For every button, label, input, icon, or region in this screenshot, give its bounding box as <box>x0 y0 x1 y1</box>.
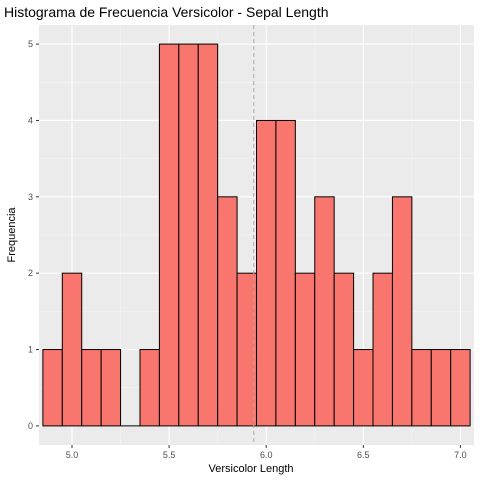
y-tick-label: 0 <box>28 421 33 431</box>
x-tick-label: 5.0 <box>66 450 79 460</box>
histogram-bar <box>314 196 335 427</box>
y-tick-label: 1 <box>28 345 33 355</box>
histogram-bar <box>430 349 452 427</box>
histogram-bar <box>217 196 238 427</box>
histogram-bar <box>372 272 393 427</box>
histogram-bar <box>256 119 277 427</box>
histogram-bar <box>178 43 199 427</box>
histogram-bar <box>158 43 180 427</box>
histogram-bar <box>61 272 83 427</box>
histogram-bar <box>353 349 374 427</box>
x-tick-label: 5.5 <box>163 450 176 460</box>
x-tick-label: 7.0 <box>454 450 467 460</box>
histogram-bars <box>42 43 471 427</box>
histogram-bar <box>139 349 160 427</box>
x-tick-label: 6.5 <box>357 450 370 460</box>
histogram-bar <box>294 272 316 427</box>
y-tick-label: 3 <box>28 192 33 202</box>
histogram-bar <box>450 349 471 427</box>
y-axis-title: Frequencia <box>6 207 18 263</box>
y-tick-label: 4 <box>28 115 33 125</box>
y-axis-ticks: 0 1 2 3 4 5 <box>28 39 39 431</box>
histogram-bar <box>333 272 355 427</box>
histogram-bar <box>100 349 122 427</box>
histogram-bar <box>411 349 432 427</box>
y-tick-label: 5 <box>28 39 33 49</box>
histogram-bar <box>197 43 219 427</box>
x-axis-ticks: 5.0 5.5 6.0 6.5 7.0 <box>66 445 467 460</box>
y-tick-label: 2 <box>28 268 33 278</box>
chart-title: Histograma de Frecuencia Versicolor - Se… <box>4 4 329 20</box>
x-axis-title: Versicolor Length <box>209 463 294 475</box>
histogram-bar <box>391 196 413 427</box>
histogram-bar <box>275 119 296 427</box>
x-tick-label: 6.0 <box>260 450 273 460</box>
histogram-bar <box>81 349 102 427</box>
histogram-bar <box>42 349 63 427</box>
